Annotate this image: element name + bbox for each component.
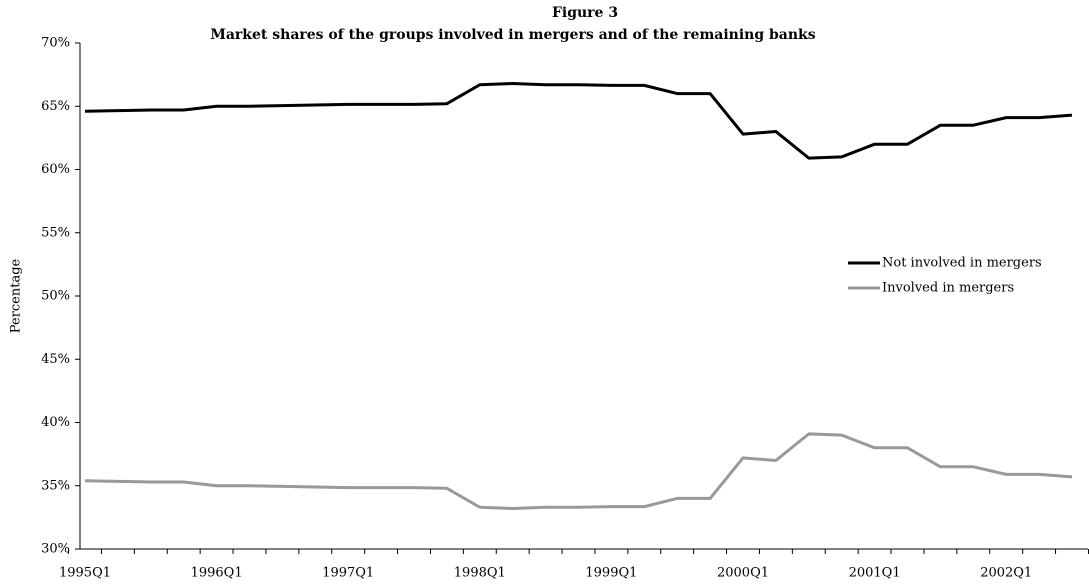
x-tick-label: 2001Q1 [849, 566, 901, 581]
y-tick-label: 70% [41, 36, 70, 51]
x-tick-label: 2002Q1 [980, 566, 1032, 581]
chart-subtitle: Market shares of the groups involved in … [210, 27, 815, 43]
y-tick-label: 35% [41, 478, 70, 493]
y-tick-label: 45% [41, 352, 70, 367]
y-axis-label: Percentage [9, 258, 24, 333]
x-tick-label: 1995Q1 [59, 566, 111, 581]
y-tick-label: 50% [41, 289, 70, 304]
x-tick-label: 1996Q1 [191, 566, 243, 581]
x-tick-label: 2000Q1 [717, 566, 769, 581]
legend-label: Involved in mergers [882, 281, 1014, 296]
legend-label: Not involved in mergers [882, 256, 1042, 271]
series-line [84, 81, 1073, 160]
x-tick-label: 1997Q1 [322, 566, 374, 581]
chart-title: Figure 3 [552, 5, 618, 21]
y-tick-label: 30% [41, 542, 70, 557]
y-tick-label: 55% [41, 225, 70, 240]
y-tick-label: 40% [41, 415, 70, 430]
y-tick-label: 65% [41, 99, 70, 114]
x-tick-label: 1998Q1 [454, 566, 506, 581]
series-line [84, 432, 1073, 511]
x-tick-label: 1999Q1 [585, 566, 637, 581]
y-tick-label: 60% [41, 162, 70, 177]
